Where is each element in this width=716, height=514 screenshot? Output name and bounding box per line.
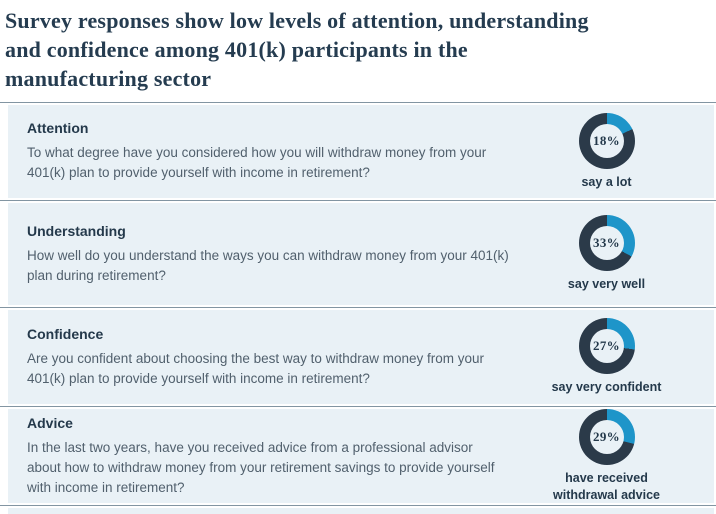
row-text-column: Attention To what degree have you consid… <box>8 120 519 183</box>
donut-column: 29% have received withdrawal advice <box>519 409 694 503</box>
donut-column: 33% say very well <box>519 215 694 292</box>
donut-hole: 27% <box>589 329 624 364</box>
donut-column: 18% say a lot <box>519 112 694 190</box>
donut-percent: 18% <box>593 132 620 148</box>
survey-row-understanding: Understanding How well do you understand… <box>8 203 714 305</box>
donut-percent: 33% <box>593 235 620 251</box>
donut-chart: 29% <box>578 409 635 466</box>
donut-chart: 33% <box>578 215 635 272</box>
donut-percent: 27% <box>593 338 620 354</box>
row-heading: Confidence <box>27 325 104 342</box>
donut-stat-label: say very well <box>567 277 646 292</box>
row-separator <box>0 307 716 308</box>
row-heading: Attention <box>27 120 89 136</box>
survey-row-confidence: Confidence Are you confident about choos… <box>8 310 714 404</box>
survey-row-attention: Attention To what degree have you consid… <box>8 105 714 198</box>
row-separator <box>0 102 716 103</box>
donut-hole: 33% <box>589 226 624 261</box>
donut-stat-label: have received withdrawal advice <box>553 471 660 502</box>
donut-stat-label: say a lot <box>581 174 632 189</box>
row-separator <box>0 406 716 407</box>
donut-chart: 27% <box>578 318 635 375</box>
chart-title-line: and confidence among 401(k) participants… <box>5 37 468 62</box>
donut-column: 27% say very confident <box>519 318 694 395</box>
donut-hole: 18% <box>589 123 624 158</box>
donut-percent: 29% <box>593 429 620 445</box>
donut-stat-label: say very confident <box>551 380 662 395</box>
row-heading: Understanding <box>27 222 126 239</box>
donut-hole: 29% <box>589 420 624 455</box>
row-text-column: Understanding How well do you understand… <box>8 223 519 286</box>
row-question: In the last two years, have you received… <box>27 439 495 495</box>
row-text-column: Confidence Are you confident about choos… <box>8 326 519 389</box>
chart-title-line: manufacturing sector <box>5 66 212 91</box>
row-separator <box>0 200 716 201</box>
next-row-partial <box>8 508 714 514</box>
row-heading: Advice <box>27 414 73 431</box>
survey-row-advice: Advice In the last two years, have you r… <box>8 409 714 503</box>
row-question: Are you confident about choosing the bes… <box>27 350 484 386</box>
row-separator <box>0 505 716 506</box>
donut-chart: 18% <box>578 112 635 169</box>
chart-title: Survey responses show low levels of atte… <box>0 0 716 100</box>
row-question: To what degree have you considered how y… <box>27 145 487 180</box>
row-text-column: Advice In the last two years, have you r… <box>8 415 519 498</box>
chart-title-line: Survey responses show low levels of atte… <box>5 8 589 33</box>
row-question: How well do you understand the ways you … <box>27 247 509 283</box>
